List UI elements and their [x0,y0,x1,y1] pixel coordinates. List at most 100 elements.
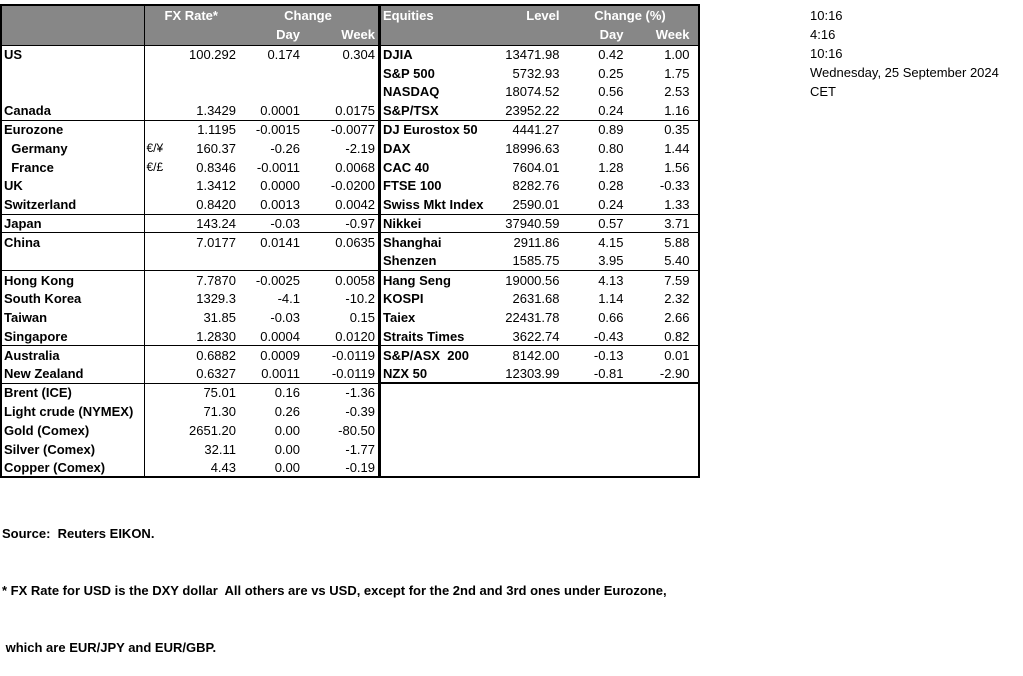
equity-row-label: NZX 50 [380,364,481,385]
fx-rate-cell: 0.6882 [196,347,236,363]
fx-week-change-cell: 0.15 [349,310,376,326]
equity-day-change-cell [563,459,630,478]
currency-pair-cell [143,308,177,327]
equity-header-row-2: Day Week [380,25,699,46]
currency-pair-cell [143,63,177,83]
table-row: NZX 50 12303.99 -0.81 -2.90 [380,364,699,385]
equity-week-change-cell: 0.01 [664,347,690,363]
table-row: FTSE 100 8282.76 0.28 -0.33 [381,177,699,196]
equity-level-cell: 19000.56 [505,272,560,288]
fx-rate-cell [177,64,238,83]
table-row: US 100.292 0.174 0.304 [1,45,379,64]
equity-day-change-cell: 0.24 [562,101,630,121]
equity-day-change-cell: 0.89 [598,122,624,138]
fx-week-change-cell: 0.304 [342,47,376,63]
equity-week-change-cell: 0.35 [664,122,690,138]
equity-row-label [381,459,481,478]
equity-day-change-cell: 0.56 [598,84,624,100]
fx-day-change-cell: 0.0000 [260,178,300,194]
fx-rate-cell: 1.2830 [177,326,238,347]
equity-row-label: DJIA [383,47,413,63]
fx-day-change-cell [238,251,306,272]
fx-row-label: Singapore [1,326,144,347]
fx-row-label: France [4,159,54,175]
fx-row-label: Eurozone [4,122,64,138]
currency-pair-cell: €/¥ [143,138,177,158]
equity-day-change-cell: -0.13 [593,347,624,363]
fx-day-change-cell: 0.00 [274,441,300,457]
fx-day-change-cell: 0.00 [274,422,300,438]
fx-rate-cell: 4.43 [210,459,236,475]
table-row: Eurozone 1.1195 -0.0015 -0.0077 [1,120,379,139]
equity-level-cell: 2590.01 [480,195,563,215]
fx-row-label: Light crude (NYMEX) [4,404,134,420]
equity-week-change-cell: 2.32 [664,291,690,307]
table-row: Silver (Comex) 32.11 0.00 -1.77 [1,439,379,459]
fx-day-change-cell: 0.26 [274,404,300,420]
equity-change-header: Change (%) [562,5,699,25]
equity-level-cell: 5732.93 [512,65,560,81]
equity-header-row-1: Equities Level Change (%) [380,5,699,25]
fx-rate-cell: 71.30 [203,404,236,420]
equity-week-change-cell: 1.75 [664,65,690,81]
fx-row-label: Gold (Comex) [4,422,90,438]
equity-level-cell: 1585.75 [480,251,563,272]
fx-day-change-cell: 0.0141 [260,235,300,251]
equity-day-change-cell [563,383,630,402]
fx-rate-cell: 1.1195 [197,122,236,138]
footnotes-block: Source: Reuters EIKON. * FX Rate for USD… [2,486,667,676]
fx-rate-cell: 160.37 [196,140,236,156]
fx-row-label: South Korea [4,291,82,307]
equity-week-change-cell: -2.90 [629,364,699,385]
fx-rate-cell: 2651.20 [189,422,236,438]
currency-pair-cell [143,195,177,215]
fx-rate-cell: 7.0177 [196,235,236,251]
currency-pair-cell [143,232,177,252]
fx-rate-cell: 75.01 [203,385,236,401]
equity-day-change-cell: -0.81 [562,364,630,385]
equity-week-change-cell: 1.33 [629,195,699,215]
fx-day-change-cell: -0.0025 [255,272,300,288]
currency-pair-cell [143,82,177,102]
fx-rate-footnote-line-1: * FX Rate for USD is the DXY dollar All … [2,583,667,598]
fx-week-change-cell: -0.19 [345,459,376,475]
equity-week-change-cell [630,459,699,478]
equity-day-change-cell: -0.43 [562,326,630,347]
table-row: South Korea 1329.3 -4.1 -10.2 [1,289,379,309]
currency-pair-cell [143,364,177,384]
equity-week-change-cell: 0.82 [629,326,699,347]
fx-header-row-1: FX Rate* Change [1,5,380,25]
equity-level-cell: 2911.86 [513,235,560,251]
fx-week-change-cell: 0.0635 [335,235,376,251]
fx-day-change-cell: -0.26 [270,140,300,156]
level-header: Level [480,5,563,25]
fx-day-change-cell: -0.0015 [255,122,300,138]
equity-level-cell [481,459,563,478]
equity-day-change-cell: 3.95 [562,251,630,272]
table-row: DAX 18996.63 0.80 1.44 [381,139,699,158]
fx-day-change-cell: 0.0004 [238,326,306,347]
fx-day-change-cell: 0.0011 [238,364,306,384]
fx-header-blank [1,5,144,25]
currency-pair-cell [143,383,177,403]
date-line: Wednesday, 25 September 2024 [810,65,999,80]
equity-header-blank [380,25,481,46]
table-row: Copper (Comex) 4.43 0.00 -0.19 [1,458,379,478]
table-row: DJ Eurostox 50 4441.27 0.89 0.35 [381,120,699,139]
fx-day-change-cell: 0.174 [267,47,300,63]
fx-day-change-cell: -0.03 [238,214,306,234]
fx-day-change-cell: 0.0013 [238,195,306,215]
currency-pair-cell [143,270,177,290]
fx-week-change-cell: 0.0042 [306,195,380,215]
equity-level-cell: 12303.99 [480,364,563,385]
equity-level-cell [481,402,563,421]
equity-row-label: NASDAQ [383,84,440,100]
fx-week-change-cell: -0.0077 [330,122,376,138]
equity-week-change-cell: 1.56 [664,159,690,175]
fx-week-change-cell: 0.0175 [306,101,380,121]
equity-week-change-cell: 3.71 [629,214,699,234]
equity-week-change-cell [630,421,699,440]
equity-week-change-cell [630,402,699,421]
fx-row-label: Switzerland [1,195,144,215]
timezone-line: CET [810,84,836,99]
